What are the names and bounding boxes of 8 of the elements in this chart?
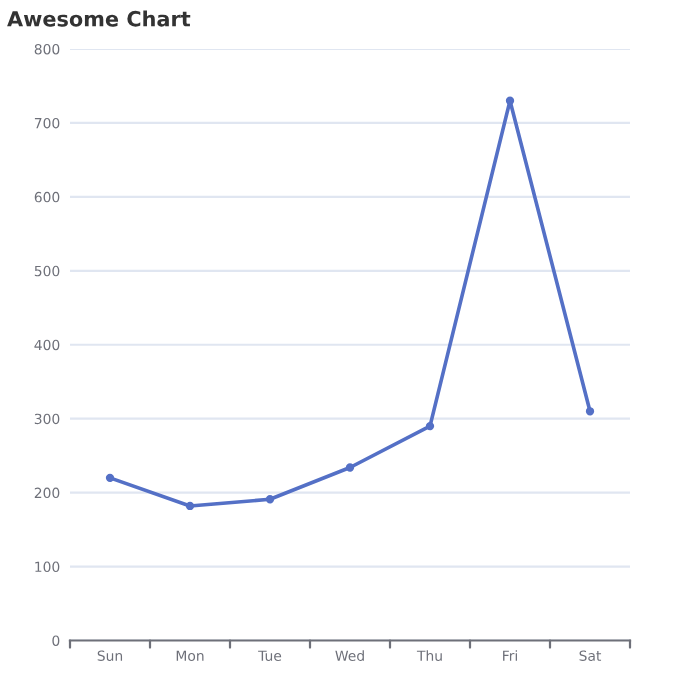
point	[265, 495, 275, 504]
chart-title: Awesome Chart	[7, 10, 191, 27]
point	[185, 501, 195, 511]
point	[585, 407, 595, 416]
point	[425, 421, 435, 431]
point	[505, 96, 515, 105]
point	[345, 463, 355, 472]
point	[105, 473, 115, 482]
